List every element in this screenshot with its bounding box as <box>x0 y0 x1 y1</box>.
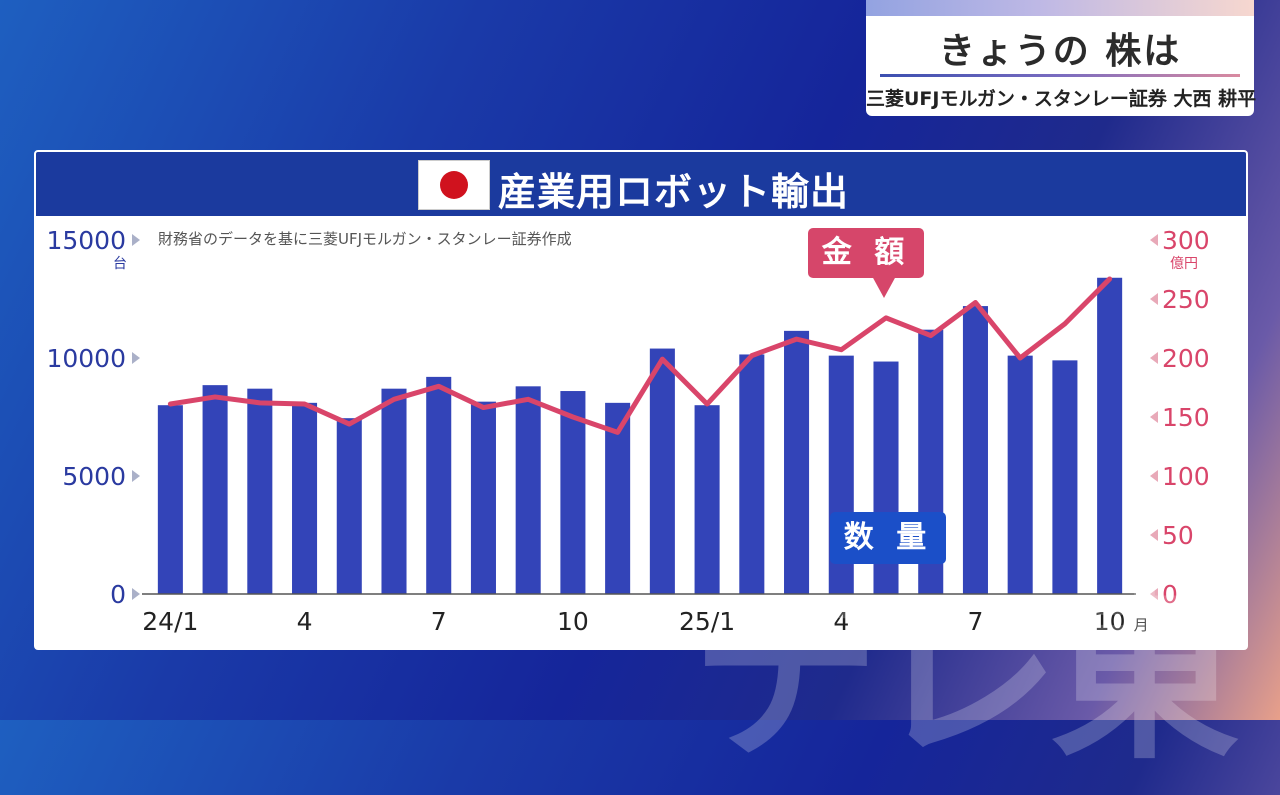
right-axis-tick-label: 150 <box>1162 403 1210 432</box>
left-axis-tick-label: 15000 <box>46 226 126 255</box>
left-axis-unit: 台 <box>113 256 127 272</box>
caption-divider <box>880 74 1240 77</box>
caption-subtitle: 三菱UFJモルガン・スタンレー証券 大西 耕平 <box>866 84 1254 111</box>
right-axis-tick-arrow-icon <box>1150 293 1158 305</box>
channel-watermark: テレ東 <box>690 520 1230 795</box>
bar-quantity <box>203 385 228 594</box>
x-axis-tick-label: 10 <box>557 607 589 636</box>
amount-series-label: 金 額 <box>808 228 924 278</box>
bar-quantity <box>516 386 541 594</box>
caption-top-strip <box>866 0 1254 16</box>
x-axis-tick-label: 24/1 <box>142 607 198 636</box>
left-axis-tick-label: 10000 <box>46 344 126 373</box>
bar-quantity <box>158 405 183 594</box>
left-axis-tick-arrow-icon <box>132 588 140 600</box>
bar-quantity <box>337 418 362 594</box>
right-axis-tick-label: 200 <box>1162 344 1210 373</box>
bar-quantity <box>292 403 317 594</box>
x-axis-tick-label: 4 <box>297 607 313 636</box>
left-axis-tick-arrow-icon <box>132 470 140 482</box>
bar-quantity <box>650 349 675 594</box>
bar-quantity <box>247 389 272 594</box>
left-axis-tick-arrow-icon <box>132 352 140 364</box>
left-axis-tick-label: 5000 <box>62 462 126 491</box>
x-axis-tick-label: 7 <box>431 607 447 636</box>
bar-quantity <box>471 402 496 594</box>
left-axis-tick-label: 0 <box>110 580 126 609</box>
left-axis-tick-arrow-icon <box>132 234 140 246</box>
bar-quantity <box>381 389 406 594</box>
bar-quantity <box>426 377 451 594</box>
right-axis-unit: 億円 <box>1170 256 1198 272</box>
right-axis-tick-arrow-icon <box>1150 234 1158 246</box>
program-caption: きょうの 株は 三菱UFJモルガン・スタンレー証券 大西 耕平 <box>866 0 1254 116</box>
right-axis-tick-arrow-icon <box>1150 411 1158 423</box>
amount-label-pointer <box>872 276 896 298</box>
right-axis-tick-label: 300 <box>1162 226 1210 255</box>
right-axis-tick-label: 100 <box>1162 462 1210 491</box>
right-axis-tick-label: 250 <box>1162 285 1210 314</box>
right-axis-tick-arrow-icon <box>1150 470 1158 482</box>
right-axis-tick-arrow-icon <box>1150 352 1158 364</box>
caption-title: きょうの 株は <box>866 22 1254 74</box>
